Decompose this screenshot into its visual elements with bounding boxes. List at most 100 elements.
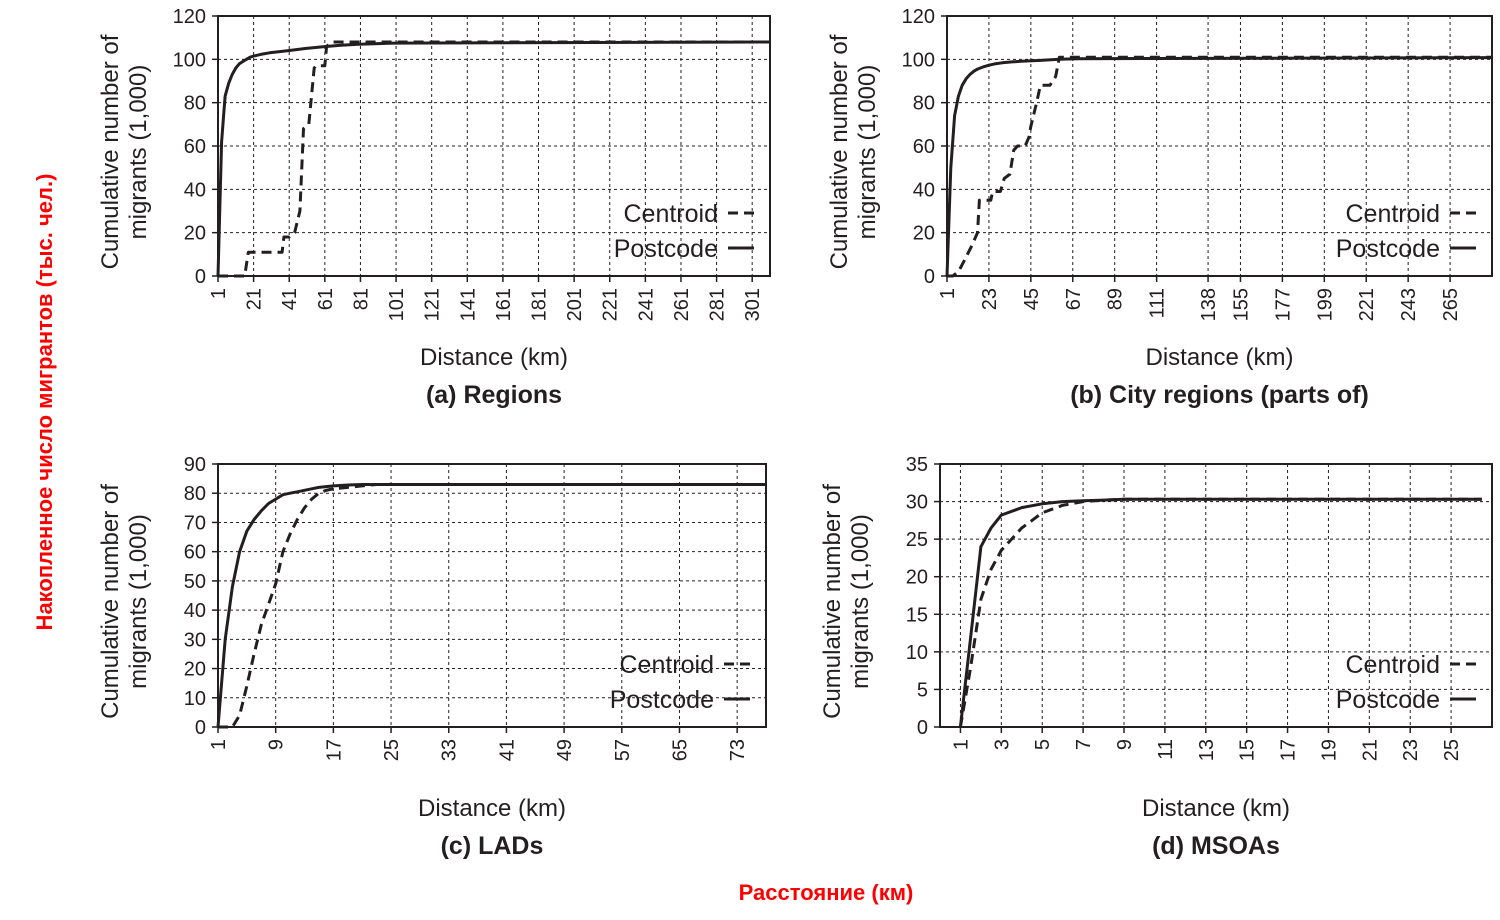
y-tick-label: 120 — [902, 6, 935, 28]
x-tick-label: 67 — [1063, 288, 1085, 310]
y-axis-label-line1: Cumulative number of — [97, 484, 124, 719]
overlay-y-label: Накопленное число мигрантов (тыс. чел.) — [32, 174, 57, 631]
legend-label-centroid: Centroid — [624, 200, 719, 228]
x-tick-label: 5 — [1032, 739, 1054, 750]
x-tick-label: 21 — [1359, 739, 1381, 761]
y-tick-label: 15 — [906, 604, 928, 626]
legend-label-centroid: Centroid — [1346, 651, 1441, 679]
y-tick-label: 40 — [913, 179, 935, 201]
x-tick-label: 15 — [1237, 739, 1259, 761]
x-tick-label: 1 — [208, 739, 230, 750]
x-tick-label: 201 — [564, 288, 586, 321]
x-tick-label: 177 — [1272, 288, 1294, 321]
x-tick-label: 23 — [1400, 739, 1422, 761]
y-tick-label: 0 — [195, 717, 206, 739]
plot-frame — [217, 15, 771, 277]
x-tick-label: 261 — [671, 288, 693, 321]
x-tick-label: 221 — [600, 288, 622, 321]
legend-label-postcode: Postcode — [1336, 686, 1440, 714]
y-tick-label: 120 — [173, 6, 206, 28]
x-tick-label: 61 — [315, 288, 337, 310]
y-tick-label: 60 — [184, 542, 206, 564]
y-tick-label: 30 — [906, 492, 928, 514]
series-line-centroid — [958, 497, 1482, 728]
y-tick-label: 40 — [184, 179, 206, 201]
y-tick-label: 80 — [913, 93, 935, 115]
y-tick-label: 0 — [924, 266, 935, 288]
x-tick-label: 19 — [1318, 739, 1340, 761]
chart-title: (c) LADs — [441, 832, 544, 860]
x-tick-label: 9 — [1114, 739, 1136, 750]
plot-frame — [217, 463, 767, 728]
y-tick-label: 10 — [906, 642, 928, 664]
y-tick-label: 35 — [906, 454, 928, 476]
x-tick-label: 161 — [493, 288, 515, 321]
x-tick-label: 241 — [635, 288, 657, 321]
y-axis-label-line2: migrants (1,000) — [125, 65, 152, 240]
y-axis-label-line2: migrants (1,000) — [125, 514, 152, 689]
series-line-centroid — [947, 55, 1492, 278]
y-tick-label: 100 — [173, 49, 206, 71]
y-tick-label: 30 — [184, 629, 206, 651]
x-tick-label: 11 — [1155, 739, 1177, 760]
x-tick-label: 7 — [1073, 739, 1095, 750]
x-axis-label: Distance (km) — [1145, 344, 1293, 371]
x-tick-label: 199 — [1314, 288, 1336, 321]
x-tick-label: 41 — [279, 288, 301, 310]
y-tick-label: 60 — [184, 136, 206, 158]
y-axis-label-line2: migrants (1,000) — [847, 514, 874, 689]
y-tick-label: 5 — [917, 679, 928, 701]
x-tick-label: 1 — [937, 288, 959, 299]
x-tick-label: 73 — [727, 739, 749, 761]
y-tick-label: 60 — [913, 136, 935, 158]
y-tick-label: 25 — [906, 529, 928, 551]
x-tick-label: 89 — [1105, 288, 1127, 310]
overlay-x-label: Расстояние (км) — [739, 880, 914, 905]
x-tick-label: 1 — [950, 739, 972, 750]
legend-label-centroid: Centroid — [1346, 200, 1441, 228]
y-tick-label: 20 — [184, 223, 206, 245]
x-axis-label: Distance (km) — [420, 344, 568, 371]
x-tick-label: 301 — [742, 288, 764, 321]
x-tick-label: 33 — [439, 739, 461, 761]
y-tick-label: 0 — [917, 717, 928, 739]
x-tick-label: 155 — [1230, 288, 1252, 321]
y-tick-label: 0 — [195, 266, 206, 288]
y-tick-label: 80 — [184, 93, 206, 115]
legend-label-postcode: Postcode — [610, 686, 714, 714]
x-tick-label: 121 — [422, 288, 444, 321]
x-tick-label: 281 — [707, 288, 729, 321]
series-line-centroid — [218, 483, 766, 729]
plot-frame — [946, 15, 1493, 277]
y-tick-label: 40 — [184, 600, 206, 622]
y-tick-label: 90 — [184, 454, 206, 476]
x-tick-label: 17 — [1278, 739, 1300, 761]
series-line-postcode — [216, 483, 766, 728]
x-tick-label: 101 — [386, 288, 408, 321]
chart-title: (a) Regions — [426, 381, 562, 409]
x-tick-label: 65 — [669, 739, 691, 761]
x-tick-label: 141 — [457, 288, 479, 321]
x-tick-label: 221 — [1356, 288, 1378, 321]
x-tick-label: 57 — [612, 739, 634, 761]
x-tick-label: 243 — [1398, 288, 1420, 321]
y-axis-label-line1: Cumulative number of — [97, 34, 124, 269]
y-tick-label: 50 — [184, 571, 206, 593]
y-axis-label-line2: migrants (1,000) — [854, 65, 881, 240]
x-tick-label: 81 — [350, 288, 372, 310]
y-tick-label: 20 — [184, 659, 206, 681]
x-tick-label: 45 — [1021, 288, 1043, 310]
x-tick-label: 21 — [244, 288, 266, 310]
y-axis-label-line1: Cumulative number of — [826, 34, 853, 269]
x-axis-label: Distance (km) — [418, 795, 566, 822]
x-tick-label: 1 — [208, 288, 230, 299]
x-tick-label: 111 — [1147, 288, 1169, 318]
legend-label-centroid: Centroid — [620, 651, 715, 679]
x-tick-label: 17 — [323, 739, 345, 761]
y-tick-label: 10 — [184, 688, 206, 710]
x-tick-label: 3 — [991, 739, 1013, 750]
series-line-centroid — [218, 40, 770, 278]
legend-label-postcode: Postcode — [614, 235, 718, 263]
chart-panel-b: 0 20 40 60 80 100 120 1 23 45 67 89 111 138 155 177 199 2… — [826, 6, 1493, 409]
